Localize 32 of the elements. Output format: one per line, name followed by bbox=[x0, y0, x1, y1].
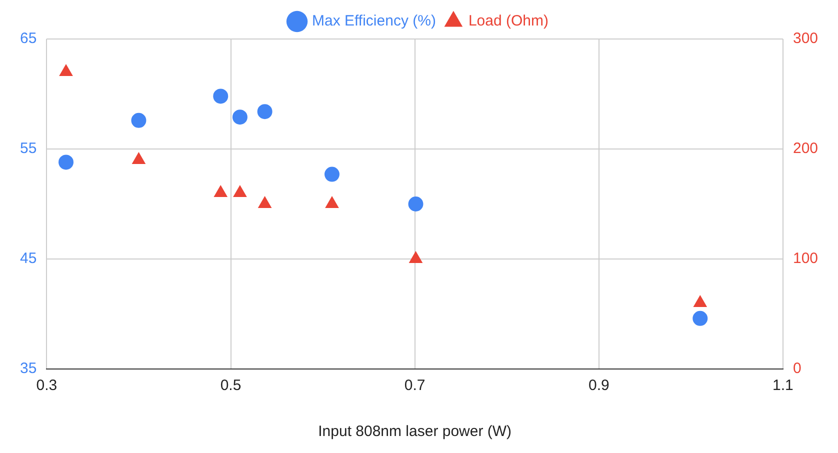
point bbox=[233, 186, 247, 197]
y2-tick-label: 300 bbox=[792, 30, 818, 48]
point bbox=[325, 196, 339, 208]
point bbox=[258, 196, 272, 208]
point bbox=[132, 152, 146, 164]
point bbox=[324, 166, 340, 182]
point bbox=[408, 196, 424, 212]
point bbox=[692, 310, 708, 326]
point bbox=[694, 296, 707, 307]
point bbox=[131, 112, 146, 128]
y2-tick-label: 100 bbox=[792, 250, 818, 268]
point bbox=[59, 64, 73, 76]
x-tick-label: 0.5 bbox=[220, 377, 242, 394]
point bbox=[213, 88, 228, 104]
y2-tick-label: 200 bbox=[792, 140, 818, 158]
x-tick-label: 0.9 bbox=[588, 377, 610, 394]
legend-label: Max Efficiency (%) bbox=[312, 12, 436, 30]
point bbox=[257, 104, 272, 120]
point bbox=[409, 252, 422, 263]
y2-tick-label: 0 bbox=[792, 360, 802, 378]
x-tick-label: 0.3 bbox=[36, 377, 58, 394]
x-tick-label: 0.7 bbox=[404, 377, 426, 394]
point bbox=[214, 186, 228, 197]
x-axis-title: Input 808nm laser power (W) bbox=[318, 423, 512, 440]
legend-label: Load (Ohm) bbox=[468, 12, 548, 30]
point bbox=[232, 110, 248, 125]
y-tick-label: 65 bbox=[20, 30, 37, 48]
x-tick-label: 1.1 bbox=[772, 377, 794, 394]
y-tick-label: 55 bbox=[20, 140, 37, 158]
y-tick-label: 45 bbox=[20, 250, 37, 268]
point bbox=[58, 154, 74, 170]
y-tick-label: 35 bbox=[20, 360, 37, 378]
